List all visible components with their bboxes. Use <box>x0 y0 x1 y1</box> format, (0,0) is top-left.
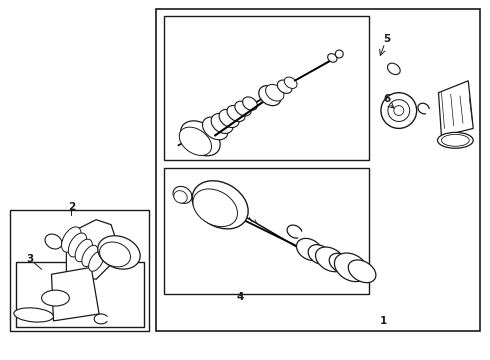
Ellipse shape <box>308 245 331 264</box>
Bar <box>156 9 480 331</box>
Ellipse shape <box>211 113 233 134</box>
Circle shape <box>388 100 410 121</box>
Polygon shape <box>51 267 99 321</box>
Ellipse shape <box>235 101 251 116</box>
Ellipse shape <box>174 191 187 203</box>
Text: 3: 3 <box>26 255 33 264</box>
Ellipse shape <box>173 186 192 203</box>
Ellipse shape <box>82 245 98 266</box>
Text: 2: 2 <box>68 202 75 212</box>
Ellipse shape <box>438 132 473 148</box>
Ellipse shape <box>328 54 337 62</box>
Polygon shape <box>439 81 473 136</box>
Ellipse shape <box>277 80 292 93</box>
Ellipse shape <box>68 233 87 257</box>
Ellipse shape <box>227 105 245 122</box>
Ellipse shape <box>284 77 297 89</box>
Text: 4: 4 <box>236 292 244 302</box>
Ellipse shape <box>89 251 104 271</box>
Ellipse shape <box>62 227 81 252</box>
Text: 6: 6 <box>383 94 391 104</box>
Bar <box>164 168 369 294</box>
Ellipse shape <box>348 260 376 283</box>
Ellipse shape <box>75 239 93 262</box>
Ellipse shape <box>266 84 284 101</box>
Ellipse shape <box>179 127 212 156</box>
Ellipse shape <box>193 189 238 227</box>
Ellipse shape <box>180 121 220 156</box>
Ellipse shape <box>99 242 130 267</box>
Bar <box>10 210 149 331</box>
Circle shape <box>381 93 416 129</box>
Text: 1: 1 <box>380 316 388 326</box>
Circle shape <box>335 50 343 58</box>
Ellipse shape <box>259 86 281 106</box>
Ellipse shape <box>296 238 322 261</box>
Ellipse shape <box>316 247 345 272</box>
Ellipse shape <box>42 290 70 306</box>
Ellipse shape <box>388 63 400 75</box>
Bar <box>164 16 369 160</box>
Bar <box>16 262 144 327</box>
Ellipse shape <box>243 97 257 110</box>
Polygon shape <box>66 220 121 279</box>
Ellipse shape <box>329 253 353 274</box>
Ellipse shape <box>45 234 62 249</box>
Ellipse shape <box>441 134 469 146</box>
Text: 5: 5 <box>383 34 391 44</box>
Ellipse shape <box>192 181 248 229</box>
Ellipse shape <box>219 109 239 127</box>
Ellipse shape <box>334 253 368 282</box>
Ellipse shape <box>14 308 53 322</box>
Circle shape <box>394 105 404 116</box>
Ellipse shape <box>202 117 228 140</box>
Ellipse shape <box>98 236 140 269</box>
